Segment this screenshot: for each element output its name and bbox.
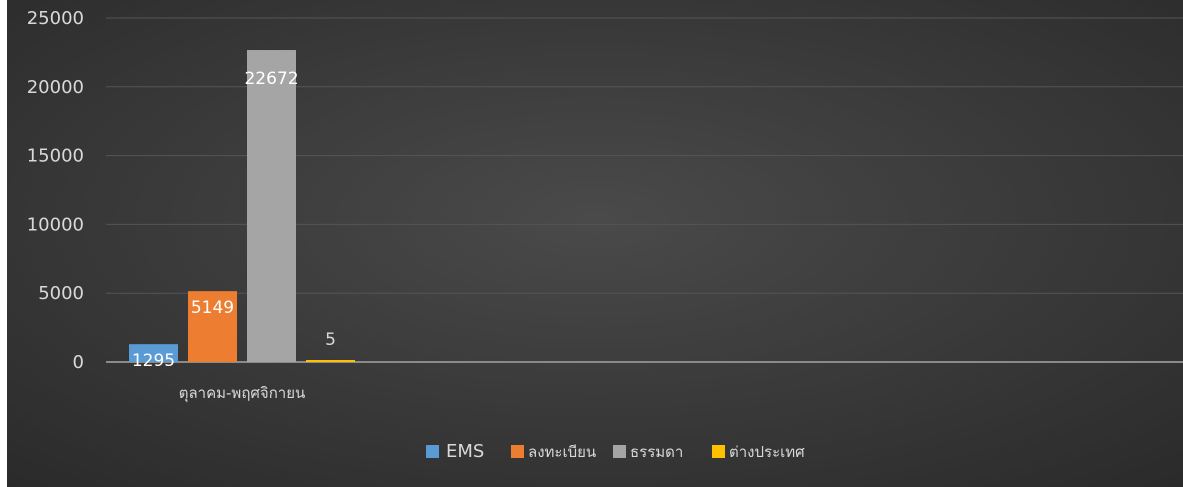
y-tick-label: 20000: [27, 77, 84, 98]
data-label: 1295: [132, 351, 175, 371]
bar: [247, 50, 296, 363]
legend-swatch: [613, 445, 626, 458]
data-label: 5149: [191, 298, 234, 318]
legend-swatch: [426, 445, 439, 458]
y-tick-label: 15000: [27, 146, 84, 167]
data-labels: 1295 5149 22672 5: [132, 69, 336, 371]
bar: [129, 344, 178, 362]
y-tick-label: 10000: [27, 214, 84, 235]
legend-label: ต่างประเทศ: [729, 443, 805, 461]
chart-background: [7, 0, 1183, 487]
bar: [306, 360, 355, 362]
legend-label: ลงทะเบียน: [528, 443, 596, 461]
y-tick-label: 0: [73, 352, 84, 373]
data-label: 5: [325, 330, 336, 350]
category-label: ตุลาคม-พฤศจิกายน: [179, 384, 306, 403]
legend-label: EMS: [446, 441, 484, 462]
legend-swatch: [511, 445, 524, 458]
x-axis: ตุลาคม-พฤศจิกายน: [179, 384, 306, 403]
y-tick-label: 5000: [38, 283, 84, 304]
bars: [129, 50, 355, 363]
legend-label: ธรรมดา: [630, 443, 683, 461]
data-label: 22672: [244, 69, 298, 89]
legend-swatch: [712, 445, 725, 458]
bar: [188, 291, 237, 362]
y-tick-label: 25000: [27, 8, 84, 29]
legend: EMS ลงทะเบียน ธรรมดา ต่างประเทศ: [426, 441, 805, 462]
